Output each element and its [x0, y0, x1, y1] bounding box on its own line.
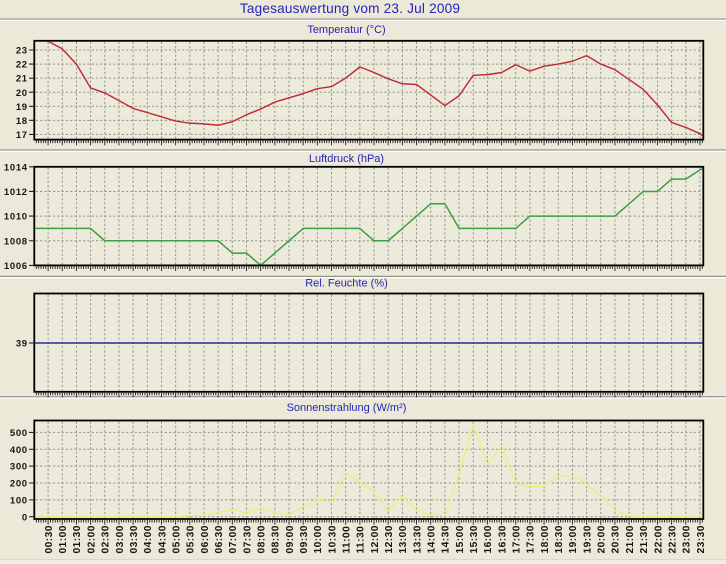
- svg-text:23:30: 23:30: [696, 525, 707, 553]
- svg-text:1006: 1006: [4, 261, 28, 272]
- svg-text:18:30: 18:30: [554, 525, 565, 553]
- svg-text:400: 400: [10, 445, 28, 456]
- svg-text:21: 21: [16, 74, 28, 85]
- svg-text:15:30: 15:30: [469, 525, 480, 553]
- svg-text:00:30: 00:30: [44, 525, 55, 553]
- svg-text:20:00: 20:00: [597, 525, 608, 553]
- svg-text:1014: 1014: [4, 162, 28, 173]
- svg-text:22:30: 22:30: [667, 525, 678, 553]
- svg-text:06:30: 06:30: [214, 525, 225, 553]
- svg-text:04:00: 04:00: [143, 525, 154, 553]
- svg-text:16:30: 16:30: [497, 525, 508, 553]
- svg-text:22: 22: [16, 60, 28, 71]
- svg-text:01:30: 01:30: [72, 525, 83, 553]
- svg-text:02:00: 02:00: [86, 525, 97, 553]
- svg-text:04:30: 04:30: [157, 525, 168, 553]
- svg-text:39: 39: [16, 339, 28, 350]
- svg-text:18:00: 18:00: [540, 525, 551, 553]
- svg-text:100: 100: [10, 495, 28, 506]
- svg-text:17:30: 17:30: [526, 525, 537, 553]
- svg-text:200: 200: [10, 479, 28, 490]
- svg-text:05:30: 05:30: [186, 525, 197, 553]
- svg-text:01:00: 01:00: [58, 525, 69, 553]
- svg-text:300: 300: [10, 462, 28, 473]
- svg-text:16:00: 16:00: [483, 525, 494, 553]
- svg-text:09:30: 09:30: [299, 525, 310, 553]
- svg-text:18: 18: [16, 116, 28, 127]
- svg-text:14:30: 14:30: [441, 525, 452, 553]
- svg-text:12:30: 12:30: [384, 525, 395, 553]
- svg-text:0: 0: [22, 512, 28, 523]
- svg-text:500: 500: [10, 428, 28, 439]
- svg-text:21:30: 21:30: [639, 525, 650, 553]
- svg-text:1008: 1008: [4, 236, 28, 247]
- svg-text:Tagesauswertung vom 23. Jul 20: Tagesauswertung vom 23. Jul 2009: [240, 1, 460, 16]
- svg-text:23:00: 23:00: [682, 525, 693, 553]
- svg-text:20:30: 20:30: [611, 525, 622, 553]
- svg-text:19:00: 19:00: [568, 525, 579, 553]
- svg-text:19: 19: [16, 102, 28, 113]
- svg-text:07:00: 07:00: [228, 525, 239, 553]
- svg-text:23: 23: [16, 46, 28, 57]
- svg-text:13:00: 13:00: [398, 525, 409, 553]
- svg-text:22:00: 22:00: [653, 525, 664, 553]
- svg-text:02:30: 02:30: [101, 525, 112, 553]
- svg-text:21:00: 21:00: [625, 525, 636, 553]
- svg-text:20: 20: [16, 88, 28, 99]
- svg-text:19:30: 19:30: [582, 525, 593, 553]
- svg-text:17: 17: [16, 130, 28, 141]
- svg-text:03:00: 03:00: [115, 525, 126, 553]
- svg-text:17:00: 17:00: [512, 525, 523, 553]
- svg-text:06:00: 06:00: [200, 525, 211, 553]
- svg-text:11:30: 11:30: [356, 526, 367, 554]
- svg-text:10:00: 10:00: [313, 525, 324, 553]
- svg-text:09:00: 09:00: [285, 525, 296, 553]
- svg-text:Sonnenstrahlung (W/m²): Sonnenstrahlung (W/m²): [287, 402, 407, 414]
- svg-text:07:30: 07:30: [242, 525, 253, 553]
- svg-text:15:00: 15:00: [455, 525, 466, 553]
- svg-text:1010: 1010: [4, 212, 28, 223]
- svg-text:03:30: 03:30: [129, 525, 140, 553]
- svg-text:08:00: 08:00: [256, 525, 267, 553]
- svg-text:08:30: 08:30: [271, 525, 282, 553]
- svg-text:Temperatur (°C): Temperatur (°C): [307, 24, 385, 36]
- svg-text:1012: 1012: [4, 187, 28, 198]
- svg-text:Luftdruck (hPa): Luftdruck (hPa): [309, 153, 384, 165]
- svg-text:14:00: 14:00: [427, 525, 438, 553]
- svg-text:10:30: 10:30: [327, 525, 338, 553]
- svg-text:12:00: 12:00: [370, 525, 381, 553]
- svg-text:13:30: 13:30: [412, 525, 423, 553]
- svg-text:11:00: 11:00: [341, 526, 352, 554]
- svg-text:Rel. Feuchte (%): Rel. Feuchte (%): [305, 278, 388, 290]
- svg-text:05:00: 05:00: [171, 525, 182, 553]
